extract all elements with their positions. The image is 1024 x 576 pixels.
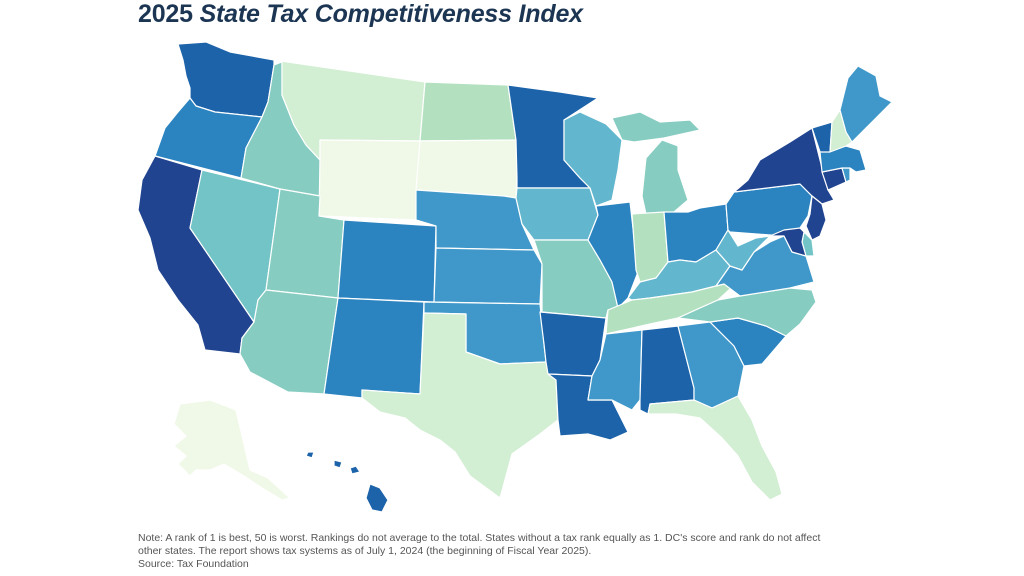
state-TN[interactable] [605, 279, 741, 335]
state-HI[interactable] [305, 451, 389, 513]
title-name: State Tax Competitiveness Index [199, 0, 583, 28]
footnote: Note: A rank of 1 is best, 50 is worst. … [138, 532, 938, 571]
state-AR[interactable] [539, 311, 607, 377]
state-NM[interactable] [323, 297, 425, 399]
state-ME[interactable] [839, 65, 893, 143]
state-IA[interactable] [515, 187, 599, 241]
state-MA[interactable] [819, 145, 867, 173]
state-TX[interactable] [361, 312, 559, 499]
page-title: 2025 State Tax Competitiveness Index [138, 0, 583, 29]
state-KS[interactable] [433, 247, 543, 305]
state-CO[interactable] [337, 219, 437, 303]
state-WI[interactable] [563, 111, 623, 207]
state-FL[interactable] [647, 395, 783, 501]
state-MD[interactable] [769, 227, 807, 257]
state-WY[interactable] [318, 139, 421, 221]
note-line-2: other states. The report shows tax syste… [138, 545, 592, 557]
state-NJ[interactable] [805, 195, 827, 241]
state-VT[interactable] [811, 121, 833, 153]
source-line: Source: Tax Foundation [138, 558, 249, 570]
state-MI[interactable] [611, 111, 701, 215]
state-ND[interactable] [419, 81, 517, 142]
title-year: 2025 [138, 0, 193, 28]
state-SD[interactable] [415, 139, 518, 199]
note-line-1: Note: A rank of 1 is best, 50 is worst. … [138, 532, 821, 544]
state-AK[interactable] [173, 399, 291, 501]
